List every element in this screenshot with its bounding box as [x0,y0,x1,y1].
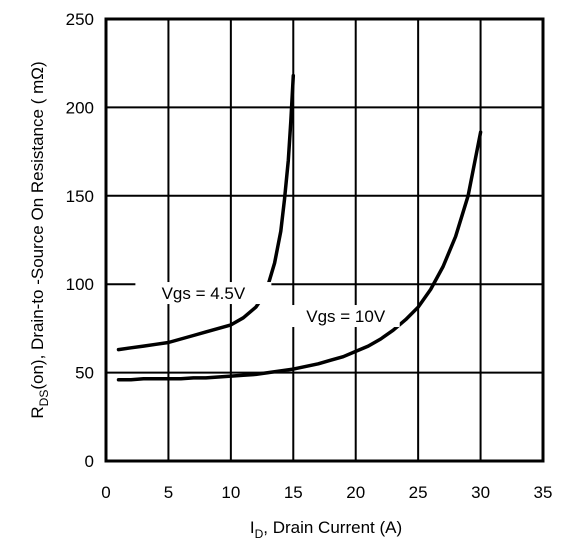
y-axis-label: RDS(on), Drain-to -Source On Resistance … [28,61,51,418]
plot-frame [104,17,545,463]
x-tick-label: 25 [409,483,428,502]
y-tick-label: 200 [66,98,94,117]
series-line-vgs-10v [116,130,483,382]
x-tick-label: 10 [221,483,240,502]
x-axis-label: ID, Drain Current (A) [250,518,402,541]
series-label: Vgs = 10V [306,307,386,326]
y-tick-label: 250 [66,10,94,29]
x-tick-label: 20 [346,483,365,502]
x-tick-label: 5 [164,483,173,502]
x-tick-label: 15 [284,483,303,502]
x-tick-label: 35 [534,483,553,502]
grid [106,19,543,461]
series-label-background [291,305,400,328]
y-tick-label: 150 [66,187,94,206]
series-label: Vgs = 4.5V [162,284,246,303]
y-tick-label: 100 [66,275,94,294]
y-tick-label: 50 [75,364,94,383]
plot-area: Vgs = 4.5V Vgs = 10V [116,73,483,382]
series-label-background [135,282,272,305]
series-line-vgs-4-5v [116,73,296,352]
x-tick-label: 0 [101,483,110,502]
x-tick-label: 30 [471,483,490,502]
y-tick-label: 0 [85,452,94,471]
tick-labels: 0 5 10 15 20 25 30 35 0 50 100 150 200 250 [66,10,553,502]
